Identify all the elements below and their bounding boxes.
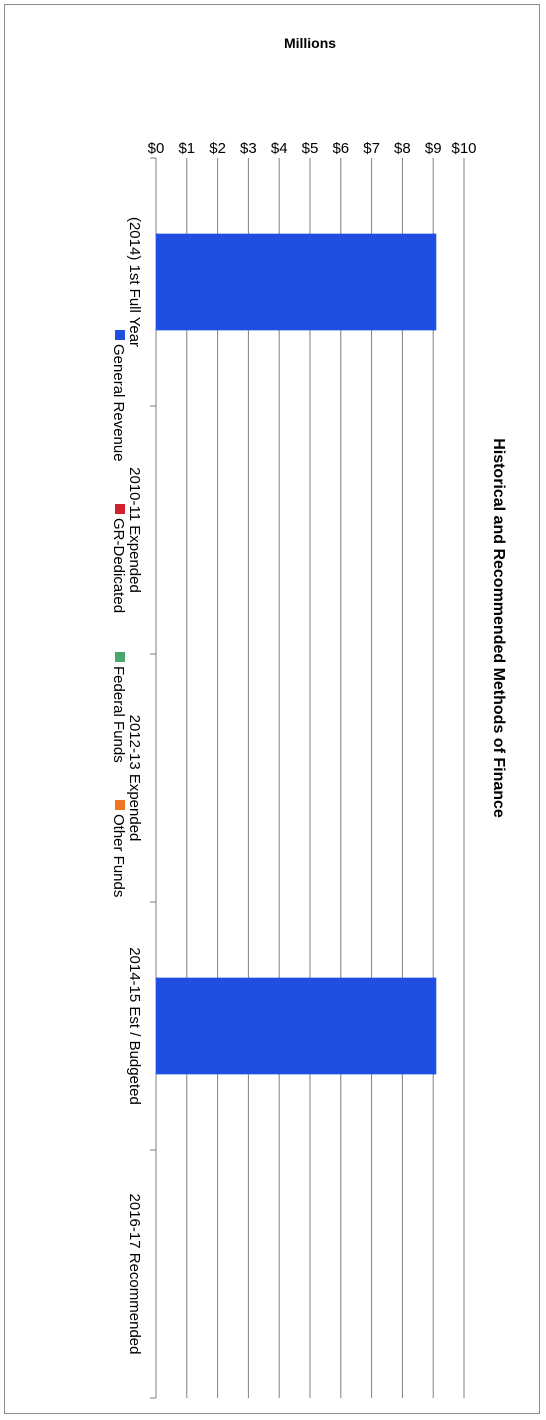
- gridlines: [150, 157, 465, 1399]
- value-tick-labels: $0 $1 $2 $3 $4 $5 $6 $7 $8 $9 $10: [148, 140, 477, 157]
- legend-label: Federal Funds: [110, 666, 127, 763]
- category-label: 2012-13 Expended: [126, 715, 143, 842]
- category-label: 2014-15 Est / Budgeted: [126, 947, 143, 1105]
- value-tick-label: $9: [425, 140, 442, 157]
- bars: [156, 233, 437, 1075]
- bar: [156, 233, 437, 331]
- category-label: (2014) 1st Full Year: [126, 217, 143, 347]
- bar: [156, 977, 437, 1075]
- value-tick-label: $10: [451, 140, 476, 157]
- legend-swatch: [115, 652, 125, 662]
- legend: General Revenue GR-Dedicated Federal Funds…: [110, 330, 127, 897]
- legend-swatch: [115, 330, 125, 340]
- value-tick-label: $3: [240, 140, 257, 157]
- category-labels: (2014) 1st Full Year 2010-11 Expended 2012…: [126, 217, 143, 1355]
- legend-label: Other Funds: [110, 814, 127, 897]
- legend-swatch: [115, 504, 125, 514]
- legend-label: General Revenue: [110, 344, 127, 462]
- value-tick-label: $1: [178, 140, 195, 157]
- legend-swatch: [115, 800, 125, 810]
- value-tick-label: $4: [271, 140, 288, 157]
- value-tick-label: $8: [394, 140, 411, 157]
- category-label: 2010-11 Expended: [126, 467, 143, 593]
- category-label: 2016-17 Recommended: [126, 1194, 143, 1355]
- chart-title: Historical and Recommended Methods of Fi…: [490, 438, 507, 818]
- value-tick-label: $7: [363, 140, 380, 157]
- value-tick-label: $5: [302, 140, 319, 157]
- value-tick-label: $2: [209, 140, 226, 157]
- value-tick-label: $0: [148, 140, 165, 157]
- legend-label: GR-Dedicated: [110, 518, 127, 613]
- value-axis-title: Millions: [284, 35, 336, 51]
- value-tick-label: $6: [332, 140, 349, 157]
